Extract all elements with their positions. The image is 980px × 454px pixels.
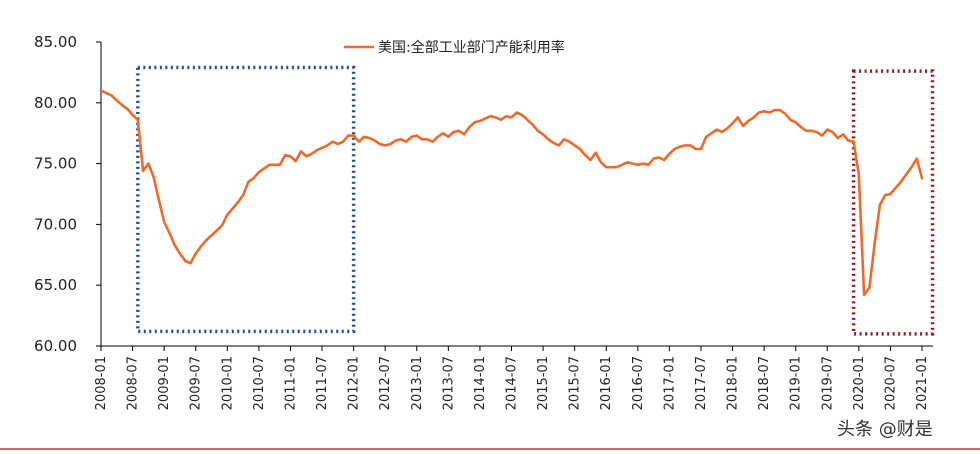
watermark: 头条 @财是	[837, 419, 933, 440]
x-tick-label: 2010-01	[220, 356, 235, 410]
y-tick-label: 85.00	[34, 33, 77, 51]
y-tick-label: 70.00	[34, 215, 77, 233]
x-tick-label: 2019-07	[820, 356, 835, 410]
x-tick-label: 2009-07	[189, 356, 204, 410]
y-tick-label: 65.00	[34, 276, 77, 294]
x-tick-label: 2014-01	[473, 356, 488, 410]
y-tick-label: 60.00	[34, 337, 77, 355]
x-tick-label: 2017-01	[662, 356, 677, 410]
x-tick-label: 2021-01	[915, 356, 930, 410]
series-line	[99, 89, 924, 297]
x-tick-label: 2020-07	[883, 356, 898, 410]
y-tick-label: 80.00	[34, 94, 77, 112]
x-axis: 2008-01 2008-07 2009-01 2009-07 2010-01 2010-…	[94, 345, 933, 410]
legend: 美国:全部工业部门产能利用率	[344, 39, 565, 56]
x-tick-label: 2015-07	[568, 356, 583, 410]
x-tick-label: 2012-07	[378, 356, 393, 410]
x-tick-label: 2015-01	[536, 356, 551, 410]
x-tick-label: 2012-01	[347, 356, 362, 410]
legend-label: 美国:全部工业部门产能利用率	[378, 39, 565, 56]
x-tick-label: 2009-01	[157, 356, 172, 410]
x-tick-label: 2018-01	[726, 356, 741, 410]
x-tick-label: 2020-01	[852, 356, 867, 410]
x-tick-label: 2019-01	[789, 356, 804, 410]
x-tick-label: 2017-07	[694, 356, 709, 410]
annotation-box	[136, 65, 356, 334]
x-tick-label: 2011-07	[315, 356, 330, 410]
x-tick-label: 2008-07	[126, 356, 141, 410]
y-axis: 60.00 65.00 70.00 75.00 80.00 85.00	[34, 33, 102, 355]
annotation-boxes	[136, 65, 935, 336]
x-tick-label: 2013-07	[441, 356, 456, 410]
annotation-box	[851, 69, 935, 336]
y-tick-label: 75.00	[34, 155, 77, 173]
x-tick-label: 2011-01	[283, 356, 298, 410]
x-tick-label: 2018-07	[757, 356, 772, 410]
x-tick-label: 2014-07	[505, 356, 520, 410]
series-layer	[99, 89, 924, 297]
x-tick-label: 2016-01	[599, 356, 614, 410]
x-tick-label: 2010-07	[252, 356, 267, 410]
x-tick-label: 2013-01	[410, 356, 425, 410]
x-tick-label: 2016-07	[631, 356, 646, 410]
x-tick-label: 2008-01	[94, 356, 109, 410]
